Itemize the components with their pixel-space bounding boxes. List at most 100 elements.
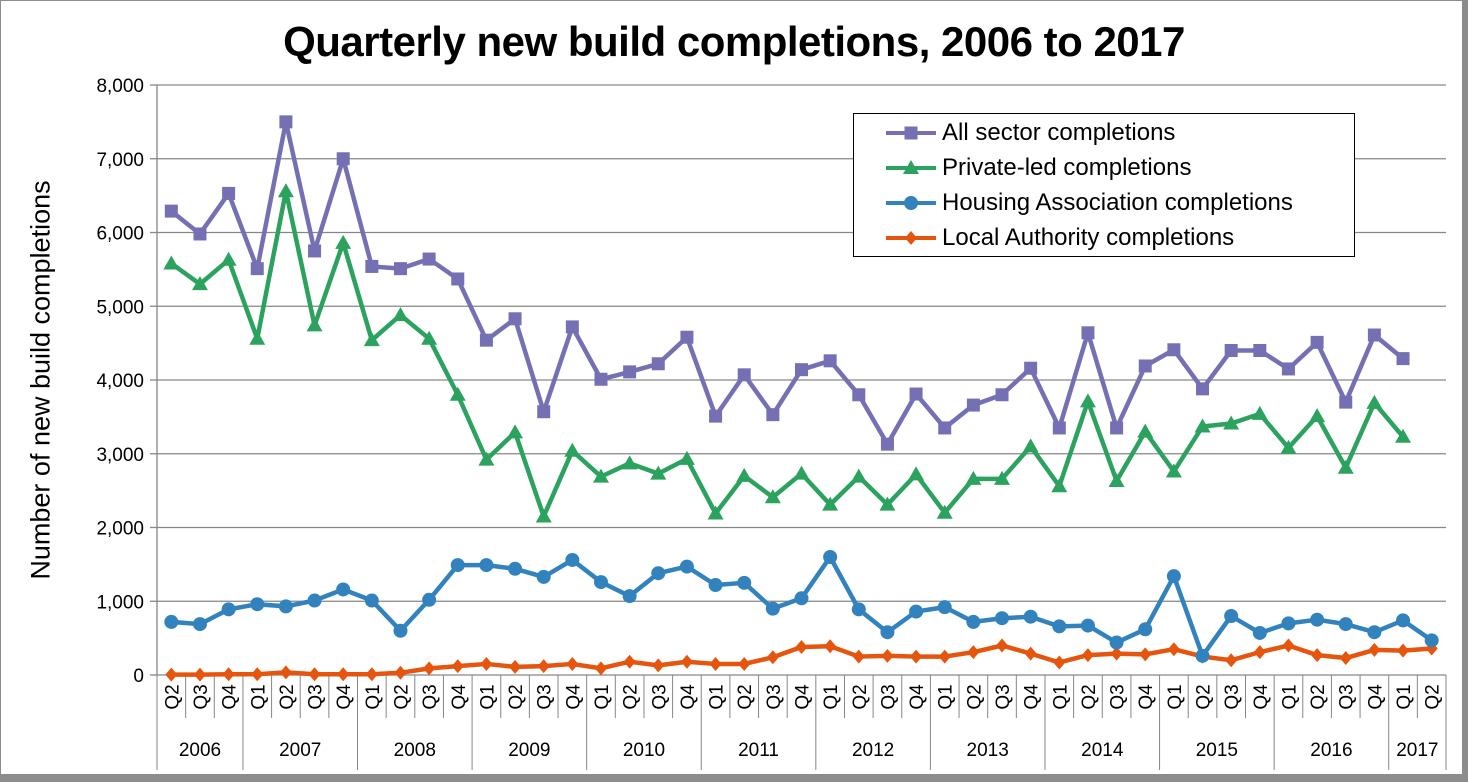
data-point (1338, 617, 1353, 632)
data-point (1366, 394, 1383, 409)
data-point (736, 467, 753, 482)
data-point (794, 591, 809, 606)
data-point (910, 649, 923, 664)
data-point (537, 405, 551, 419)
data-point (1167, 642, 1180, 657)
x-tick-label: Q4 (1251, 684, 1272, 710)
data-point (564, 442, 581, 457)
data-point (1309, 408, 1326, 423)
legend-swatch-diamond-icon (886, 231, 936, 245)
y-tick-label: 0 (133, 666, 144, 687)
y-tick-label: 6,000 (96, 224, 144, 245)
year-label: 2015 (1196, 740, 1238, 761)
data-point (1167, 343, 1181, 357)
data-point (623, 654, 636, 669)
data-point (478, 451, 495, 466)
chart-title: Quarterly new build completions, 2006 to… (283, 18, 1185, 65)
x-tick-label: Q1 (477, 684, 498, 709)
x-tick-label: Q2 (850, 684, 871, 709)
x-tick-label: Q1 (1050, 684, 1071, 709)
data-point (565, 552, 580, 567)
data-point (850, 468, 867, 483)
data-point (623, 365, 637, 379)
data-point (1223, 415, 1240, 430)
data-point (422, 592, 437, 607)
data-point (936, 504, 953, 519)
legend-swatch-triangle-icon (886, 160, 936, 174)
data-point (764, 489, 781, 504)
year-label: 2009 (508, 740, 550, 761)
data-point (363, 332, 380, 347)
data-point (1052, 619, 1067, 634)
data-point (191, 276, 208, 291)
legend-label: Housing Association completions (942, 189, 1293, 216)
x-tick-label: Q4 (678, 684, 699, 710)
x-tick-label: Q1 (1394, 684, 1415, 709)
data-point (1165, 463, 1182, 478)
data-point (1282, 638, 1295, 653)
data-point (164, 614, 179, 629)
data-point (1225, 653, 1238, 668)
year-label: 2014 (1081, 740, 1124, 761)
data-point (995, 388, 1009, 402)
data-point (192, 617, 207, 632)
year-label: 2011 (738, 740, 779, 761)
legend: All sector completions Private-led comple… (853, 113, 1355, 257)
x-tick-label: Q2 (277, 684, 298, 709)
x-tick-label: Q1 (821, 684, 842, 709)
x-tick-label: Q4 (563, 684, 584, 710)
data-point (365, 667, 378, 682)
data-point (679, 559, 694, 574)
data-point (250, 597, 265, 612)
data-point (423, 661, 436, 676)
x-tick-label: Q3 (535, 684, 556, 709)
data-point (1339, 395, 1353, 409)
data-point (193, 667, 206, 682)
data-point (881, 648, 894, 663)
data-point (651, 566, 666, 581)
data-point (621, 455, 638, 470)
data-point (1109, 635, 1124, 650)
data-point (1396, 613, 1411, 628)
data-point (1310, 612, 1325, 627)
data-point (678, 450, 695, 465)
data-point (966, 614, 981, 629)
data-point (164, 204, 178, 218)
data-point (250, 262, 264, 276)
data-point (594, 372, 608, 386)
data-point (337, 667, 350, 682)
series-local-authority-completions (165, 638, 1438, 682)
data-point (795, 639, 808, 654)
data-point (592, 468, 609, 483)
data-point (1108, 473, 1125, 488)
x-tick-label: Q3 (191, 684, 212, 709)
data-point (1195, 648, 1210, 663)
legend-swatch-square-icon (886, 126, 936, 140)
data-point (507, 424, 524, 439)
data-point (1339, 651, 1352, 666)
data-point (222, 667, 235, 682)
data-point (793, 465, 810, 480)
data-point (1311, 648, 1324, 663)
data-point (308, 667, 321, 682)
data-point (823, 354, 837, 368)
x-tick-label: Q3 (764, 684, 785, 709)
data-point (1251, 405, 1268, 420)
legend-item: Private-led completions (884, 151, 1191, 185)
series-lines (163, 115, 1439, 682)
data-point (737, 368, 751, 382)
series-housing-association-completions (164, 550, 1439, 663)
data-point (278, 599, 293, 614)
x-tick-label: Q4 (793, 684, 814, 710)
data-point (996, 638, 1009, 653)
data-point (193, 227, 207, 241)
year-label: 2012 (852, 740, 894, 761)
data-point (738, 656, 751, 671)
data-point (392, 307, 409, 322)
data-point (251, 667, 264, 682)
y-tick-label: 7,000 (96, 150, 144, 171)
data-point (449, 386, 466, 401)
x-tick-label: Q1 (1279, 684, 1300, 709)
data-point (880, 437, 894, 451)
data-point (279, 665, 292, 680)
